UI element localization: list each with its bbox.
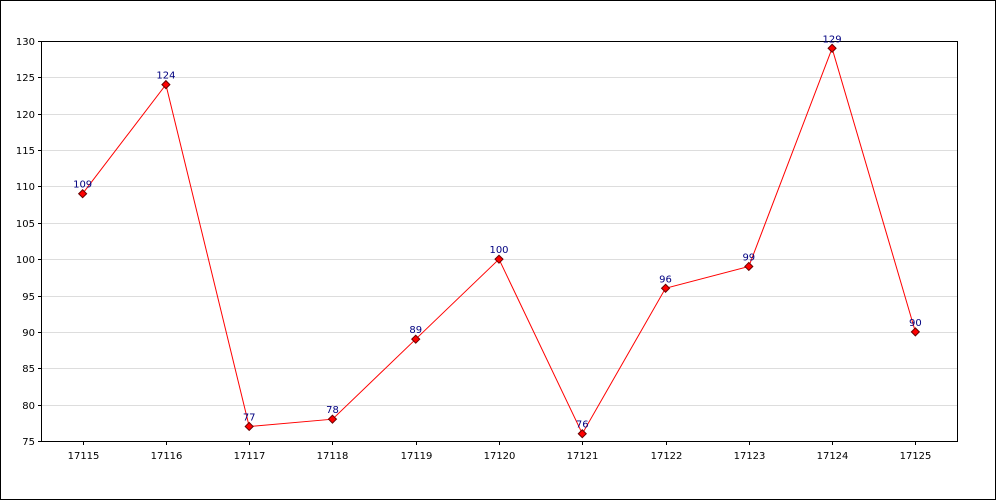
- x-tick-label: 17118: [317, 451, 349, 462]
- y-tick-label: 105: [16, 219, 35, 230]
- data-point-marker: [494, 254, 504, 264]
- data-label: 90: [909, 318, 922, 329]
- x-tick-label: 17125: [900, 451, 932, 462]
- data-point-marker: [244, 421, 254, 432]
- x-tick-label: 17123: [734, 451, 766, 462]
- data-point-marker: [161, 79, 171, 90]
- data-point-marker: [327, 414, 338, 424]
- data-label: 129: [823, 34, 842, 45]
- x-axis: 17115 17116 17117 17118 17119 17120 17121 17122…: [68, 441, 932, 462]
- y-tick-label: 115: [16, 146, 35, 157]
- x-tick-label: 17121: [567, 451, 599, 462]
- x-tick-label: 17119: [401, 451, 433, 462]
- data-point-marker: [910, 327, 921, 337]
- y-tick-label: 130: [16, 37, 35, 48]
- data-point-marker: [77, 189, 88, 199]
- data-point-marker: [827, 43, 837, 53]
- data-point-marker: [660, 283, 671, 293]
- data-label: 78: [326, 405, 339, 416]
- y-tick-label: 110: [16, 182, 35, 193]
- series-layer: [77, 43, 921, 439]
- data-label: 76: [576, 420, 589, 431]
- data-point-marker: [411, 334, 421, 344]
- grid-lines: [41, 77, 957, 406]
- y-tick-label: 100: [16, 255, 35, 266]
- x-tick-label: 17124: [817, 451, 849, 462]
- data-label: 96: [659, 274, 672, 285]
- x-tick-label: 17117: [234, 451, 266, 462]
- x-tick-label: 17120: [484, 451, 516, 462]
- data-label: 77: [243, 412, 256, 423]
- x-tick-label: 17115: [68, 451, 100, 462]
- data-label: 100: [489, 245, 508, 256]
- y-tick-label: 125: [16, 73, 35, 84]
- y-axis: 75 80 85 90 95 100 105 110 115 120 125 130: [16, 37, 41, 448]
- data-point-marker: [577, 429, 587, 439]
- x-tick-label: 17116: [151, 451, 183, 462]
- y-tick-label: 95: [22, 292, 35, 303]
- data-point-marker: [744, 261, 754, 272]
- series-line: [82, 46, 916, 435]
- y-tick-label: 90: [22, 328, 35, 339]
- data-label: 124: [156, 71, 175, 82]
- y-tick-label: 75: [22, 437, 35, 448]
- y-tick-label: 85: [22, 364, 35, 375]
- x-tick-label: 17122: [651, 451, 683, 462]
- data-label: 109: [73, 180, 92, 191]
- y-tick-label: 80: [22, 401, 35, 412]
- data-label: 89: [409, 325, 422, 336]
- y-tick-label: 120: [16, 110, 35, 121]
- data-labels: 109 124 77 78 89 100 76 96 99 129 90: [73, 34, 922, 430]
- plot-area-frame: [41, 41, 958, 442]
- data-label: 99: [742, 252, 755, 263]
